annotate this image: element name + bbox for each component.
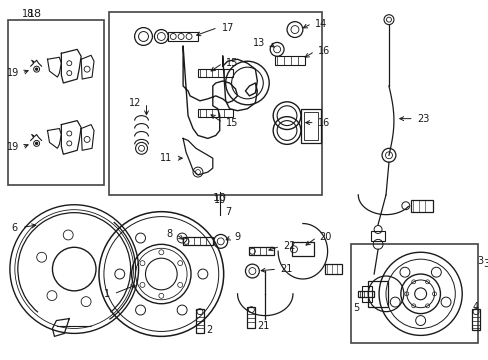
Text: 15: 15 xyxy=(225,58,238,68)
Text: 23: 23 xyxy=(417,114,429,123)
Text: 7: 7 xyxy=(225,207,231,217)
Text: 12: 12 xyxy=(129,98,141,108)
Bar xyxy=(8,20,104,185)
Text: 21: 21 xyxy=(280,264,292,274)
Bar xyxy=(275,56,304,65)
Text: 18: 18 xyxy=(21,9,34,19)
Text: 10: 10 xyxy=(212,193,226,203)
Bar xyxy=(183,237,212,245)
Text: 22: 22 xyxy=(283,241,295,251)
Bar xyxy=(362,286,371,302)
Bar xyxy=(109,12,321,195)
Text: 1: 1 xyxy=(103,289,110,299)
Text: 16: 16 xyxy=(317,46,329,56)
Text: 16: 16 xyxy=(317,118,329,127)
Bar xyxy=(471,309,479,330)
Text: 3: 3 xyxy=(476,256,482,266)
Text: 2: 2 xyxy=(205,325,212,336)
Text: 21: 21 xyxy=(257,321,269,332)
Text: 19: 19 xyxy=(6,68,19,78)
Bar xyxy=(198,109,232,117)
Text: 13: 13 xyxy=(252,39,264,48)
Circle shape xyxy=(35,68,38,70)
Bar xyxy=(247,307,255,328)
Bar xyxy=(300,109,320,143)
Bar xyxy=(291,242,313,256)
Bar xyxy=(410,200,432,212)
Text: 11: 11 xyxy=(160,153,172,163)
Bar xyxy=(324,264,342,274)
Text: 6: 6 xyxy=(12,222,18,233)
Bar xyxy=(303,112,317,140)
Circle shape xyxy=(35,142,38,145)
Text: 14: 14 xyxy=(314,19,326,28)
Text: 3: 3 xyxy=(482,259,488,269)
Text: 5: 5 xyxy=(352,303,359,313)
Text: 19: 19 xyxy=(6,142,19,152)
Text: 4: 4 xyxy=(472,302,478,312)
Text: 8: 8 xyxy=(166,229,172,239)
Bar xyxy=(168,32,198,41)
Bar xyxy=(358,291,373,297)
Text: 20: 20 xyxy=(319,233,331,242)
Bar xyxy=(370,231,384,241)
Bar xyxy=(196,309,203,333)
Text: 15: 15 xyxy=(225,118,238,127)
Text: 18: 18 xyxy=(28,9,42,19)
Bar xyxy=(367,281,387,307)
Text: 17: 17 xyxy=(221,23,234,32)
Bar xyxy=(351,244,477,343)
Bar xyxy=(249,247,274,255)
Text: 9: 9 xyxy=(234,233,240,242)
Bar xyxy=(198,69,232,77)
Text: 10: 10 xyxy=(213,195,225,205)
